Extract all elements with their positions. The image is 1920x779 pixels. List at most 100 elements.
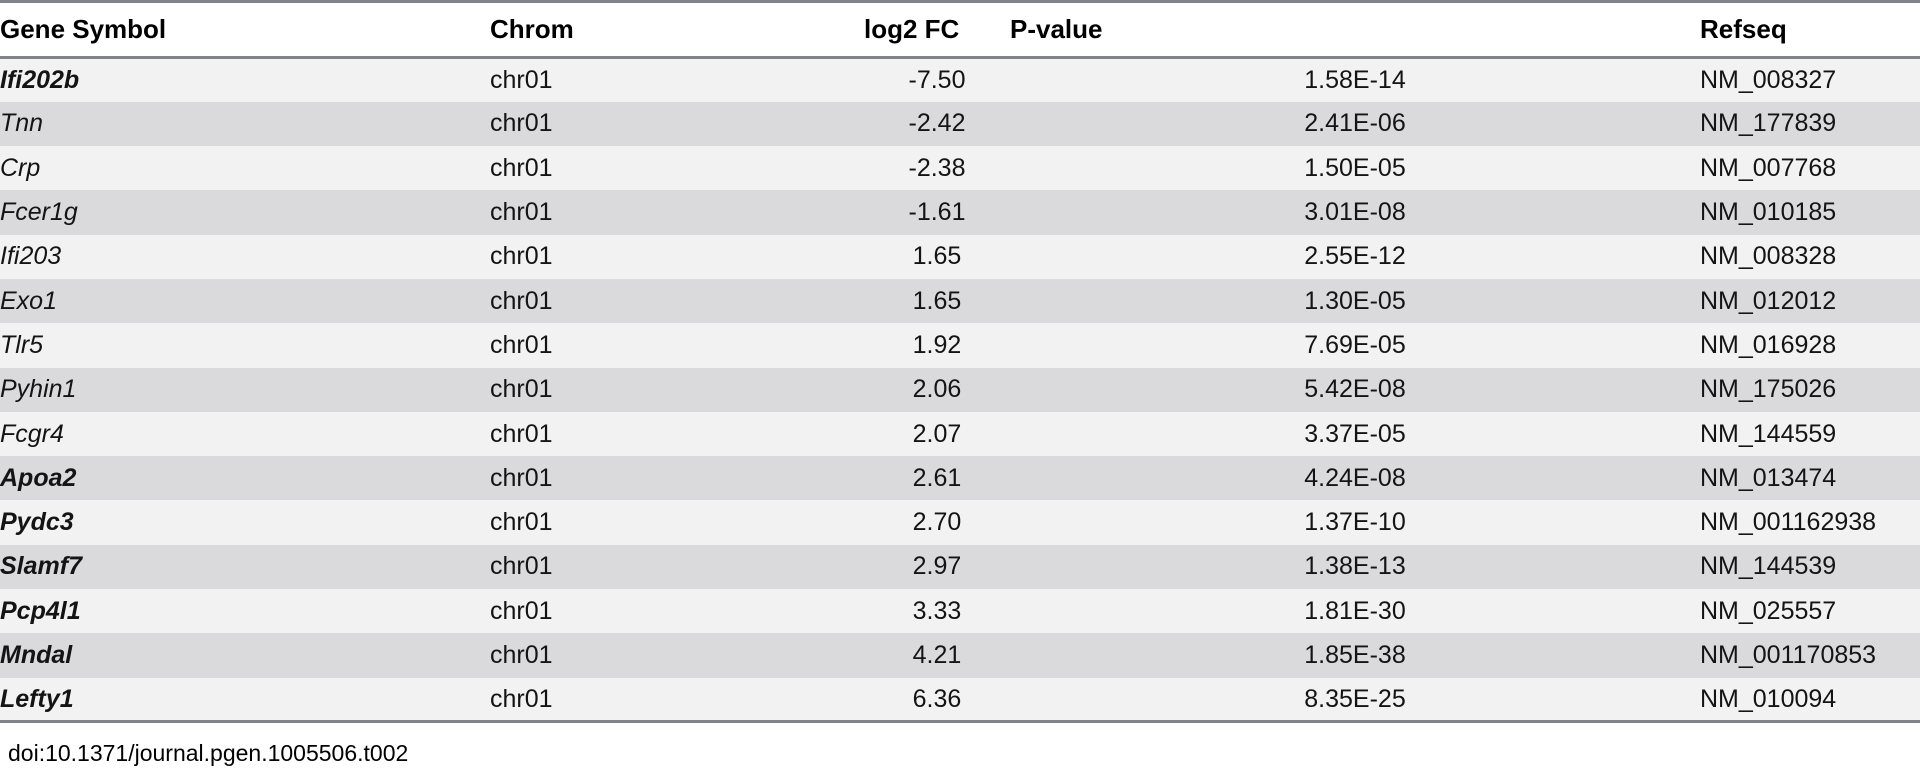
table-row: Apoa2 chr01 2.61 4.24E-08 NM_013474 — [0, 456, 1920, 501]
cell-pvalue: 7.69E-05 — [1304, 330, 1406, 359]
cell-refseq: NM_012012 — [1700, 286, 1837, 315]
cell-log2fc: 2.06 — [912, 375, 962, 404]
cell-refseq: NM_144539 — [1700, 552, 1837, 581]
cell-pvalue: 1.85E-38 — [1304, 641, 1406, 669]
cell-pvalue: 1.81E-30 — [1304, 596, 1406, 625]
cell-chrom: chr01 — [490, 242, 553, 271]
cell-chrom: chr01 — [490, 330, 553, 359]
cell-refseq: NM_001162938 — [1700, 508, 1877, 537]
cell-refseq: NM_013474 — [1700, 463, 1837, 492]
table-row: Lefty1 chr01 6.36 8.35E-25 NM_010094 — [0, 677, 1920, 722]
table-row: Mndal chr01 4.21 1.85E-38 NM_001170853 — [0, 633, 1920, 678]
table-row: Ifi203 chr01 1.65 2.55E-12 NM_008328 — [0, 234, 1920, 279]
cell-chrom: chr01 — [490, 463, 553, 492]
cell-refseq: NM_144559 — [1700, 419, 1837, 448]
cell-log2fc: 1.92 — [912, 330, 962, 359]
cell-chrom: chr01 — [490, 153, 553, 182]
cell-refseq: NM_016928 — [1700, 330, 1837, 359]
cell-refseq: NM_010185 — [1700, 198, 1837, 227]
table-row: Fcer1g chr01 -1.61 3.01E-08 NM_010185 — [0, 190, 1920, 235]
table-row: Tnn chr01 -2.42 2.41E-06 NM_177839 — [0, 101, 1920, 147]
cell-chrom: chr01 — [490, 109, 553, 138]
cell-gene: Exo1 — [0, 286, 57, 315]
cell-pvalue: 1.58E-14 — [1304, 65, 1406, 94]
cell-gene: Crp — [0, 153, 41, 182]
cell-gene: Pydc3 — [0, 508, 74, 537]
cell-log2fc: 1.65 — [912, 286, 962, 315]
cell-pvalue: 3.01E-08 — [1304, 198, 1406, 227]
cell-log2fc: 2.61 — [912, 463, 962, 492]
cell-pvalue: 8.35E-25 — [1304, 684, 1406, 713]
cell-pvalue: 2.41E-06 — [1304, 109, 1406, 138]
cell-log2fc: -2.38 — [908, 153, 966, 182]
cell-pvalue: 4.24E-08 — [1304, 463, 1406, 492]
cell-gene: Slamf7 — [0, 552, 82, 581]
cell-refseq: NM_025557 — [1700, 596, 1837, 625]
table-row: Pcp4l1 chr01 3.33 1.81E-30 NM_025557 — [0, 589, 1920, 634]
cell-gene: Tlr5 — [0, 330, 44, 359]
table-row: Pydc3 chr01 2.70 1.37E-10 NM_001162938 — [0, 500, 1920, 545]
table-row: Tlr5 chr01 1.92 7.69E-05 NM_016928 — [0, 323, 1920, 368]
cell-gene: Pcp4l1 — [0, 596, 81, 625]
column-header-log2-fc: log2 FC — [864, 1, 1010, 59]
gene-expression-table: Gene Symbol Chrom log2 FC P-value Refseq… — [0, 0, 1920, 724]
column-header-gene-symbol: Gene Symbol — [0, 1, 490, 59]
cell-refseq: NM_007768 — [1700, 153, 1837, 182]
cell-gene: Lefty1 — [0, 684, 74, 713]
cell-chrom: chr01 — [490, 375, 553, 404]
cell-chrom: chr01 — [490, 508, 553, 537]
table-row: Crp chr01 -2.38 1.50E-05 NM_007768 — [0, 146, 1920, 191]
cell-gene: Ifi202b — [0, 65, 80, 94]
cell-chrom: chr01 — [490, 552, 553, 581]
cell-gene: Ifi203 — [0, 242, 62, 271]
cell-pvalue: 1.38E-13 — [1304, 552, 1406, 581]
cell-refseq: NM_001170853 — [1700, 641, 1877, 669]
cell-refseq: NM_177839 — [1700, 109, 1837, 138]
table-body: Ifi202b chr01 -7.50 1.58E-14 NM_008327 Tnn chr… — [0, 57, 1920, 722]
cell-chrom: chr01 — [490, 65, 553, 94]
cell-pvalue: 3.37E-05 — [1304, 419, 1406, 448]
table-row: Fcgr4 chr01 2.07 3.37E-05 NM_144559 — [0, 411, 1920, 457]
cell-log2fc: 3.33 — [912, 596, 962, 625]
cell-chrom: chr01 — [490, 419, 553, 448]
cell-pvalue: 1.37E-10 — [1304, 508, 1406, 537]
cell-log2fc: -7.50 — [908, 65, 966, 94]
cell-gene: Tnn — [0, 109, 44, 138]
cell-pvalue: 5.42E-08 — [1304, 375, 1406, 404]
table-header: Gene Symbol Chrom log2 FC P-value Refseq — [0, 1, 1920, 59]
cell-log2fc: -2.42 — [908, 109, 966, 138]
cell-log2fc: 2.97 — [912, 552, 962, 581]
table-row: Slamf7 chr01 2.97 1.38E-13 NM_144539 — [0, 544, 1920, 590]
cell-chrom: chr01 — [490, 286, 553, 315]
cell-chrom: chr01 — [490, 684, 553, 713]
cell-chrom: chr01 — [490, 198, 553, 227]
table-row: Pyhin1 chr01 2.06 5.42E-08 NM_175026 — [0, 367, 1920, 412]
cell-refseq: NM_008328 — [1700, 242, 1837, 271]
cell-chrom: chr01 — [490, 596, 553, 625]
cell-pvalue: 1.30E-05 — [1304, 286, 1406, 315]
cell-log2fc: 2.07 — [912, 419, 962, 448]
cell-log2fc: 1.65 — [912, 242, 962, 271]
cell-pvalue: 2.55E-12 — [1304, 242, 1406, 271]
header-row: Gene Symbol Chrom log2 FC P-value Refseq — [0, 1, 1920, 59]
cell-gene: Pyhin1 — [0, 375, 77, 404]
cell-gene: Apoa2 — [0, 463, 77, 492]
cell-pvalue: 1.50E-05 — [1304, 153, 1406, 182]
cell-log2fc: 4.21 — [912, 641, 962, 669]
cell-gene: Fcer1g — [0, 198, 78, 227]
cell-refseq: NM_010094 — [1700, 684, 1837, 713]
cell-gene: Fcgr4 — [0, 419, 64, 448]
cell-gene: Mndal — [0, 641, 73, 669]
cell-log2fc: 6.36 — [912, 684, 962, 713]
cell-chrom: chr01 — [490, 641, 553, 669]
column-header-refseq: Refseq — [1700, 1, 1920, 59]
table-row: Exo1 chr01 1.65 1.30E-05 NM_012012 — [0, 278, 1920, 324]
doi-caption: doi:10.1371/journal.pgen.1005506.t002 — [8, 740, 409, 767]
column-header-chrom: Chrom — [490, 1, 864, 59]
cell-log2fc: 2.70 — [912, 508, 962, 537]
column-header-p-value: P-value — [1010, 1, 1700, 59]
table-row: Ifi202b chr01 -7.50 1.58E-14 NM_008327 — [0, 57, 1920, 102]
cell-refseq: NM_175026 — [1700, 375, 1837, 404]
cell-log2fc: -1.61 — [908, 198, 966, 227]
cell-refseq: NM_008327 — [1700, 65, 1837, 94]
